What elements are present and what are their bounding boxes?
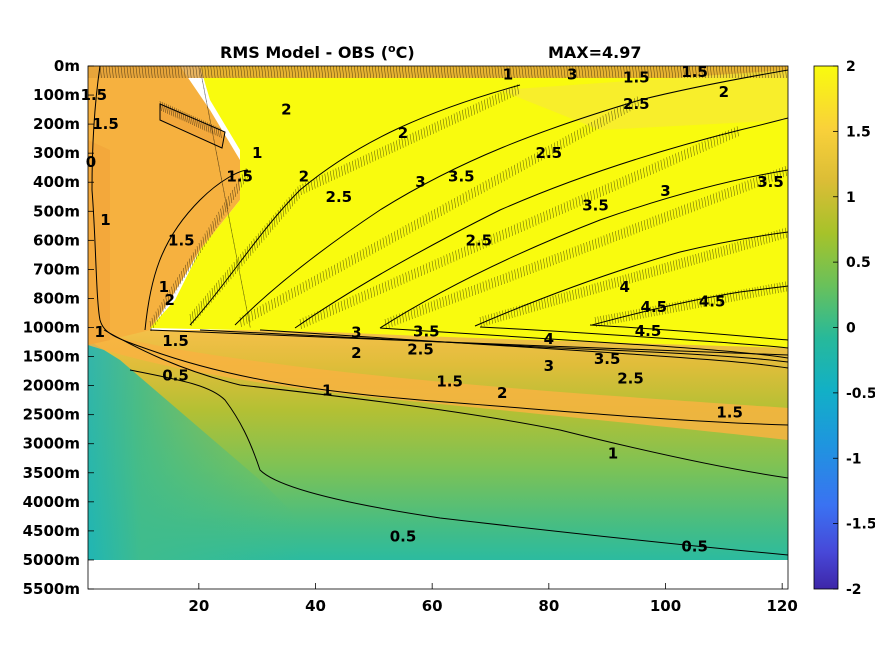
y-tick-label: 600m xyxy=(33,231,80,249)
contour-label: 2.5 xyxy=(623,95,650,113)
contour-label: 2 xyxy=(299,167,309,185)
x-axis: 20 40 60 80 100 120 xyxy=(188,583,798,615)
y-axis: 0m 100m 200m 300m 400m 500m 600m 700m 800m 1000m 1… xyxy=(23,57,94,598)
x-tick-label: 100 xyxy=(650,597,681,615)
contour-label: 1 xyxy=(100,211,110,229)
contour-label: 2 xyxy=(281,101,291,119)
contour-label: 3.5 xyxy=(757,173,784,191)
contour-label: 1 xyxy=(503,66,513,84)
colorbar-tick-label: 0.5 xyxy=(846,255,871,271)
contour-1.5 xyxy=(91,189,788,426)
contour-label: 3 xyxy=(567,66,577,84)
contour-label: 3.5 xyxy=(413,323,440,341)
contour-label: 4.5 xyxy=(641,298,668,316)
chart-title: RMS Model - OBS (oC) xyxy=(220,42,415,62)
contour-label: 3.5 xyxy=(582,196,609,214)
colorbar-tick-label: -1.5 xyxy=(846,517,875,533)
y-tick-label: 100m xyxy=(33,86,80,104)
contour-labels: 1 1.50.51 1.522.53.534 4.53 3.52 2.51.510.50.… xyxy=(81,63,784,556)
x-tick-label: 120 xyxy=(767,597,798,615)
chart-max-label: MAX=4.97 xyxy=(548,43,642,62)
contour-lines xyxy=(91,66,788,556)
contour-hatching xyxy=(99,66,788,332)
contour-label: 1.5 xyxy=(623,69,650,87)
contour-2.5 xyxy=(199,329,788,363)
y-tick-label: 5000m xyxy=(23,551,80,569)
colorbar-tick-label: 2 xyxy=(846,59,856,75)
y-tick-label: 1500m xyxy=(23,348,80,366)
colorbar-tick-label: 0 xyxy=(846,321,856,337)
colorbar-tick-label: -1 xyxy=(846,451,862,467)
contour-label: 3.5 xyxy=(448,167,475,185)
y-tick-label: 3500m xyxy=(23,464,80,482)
contour-0.5 xyxy=(129,369,788,556)
contour-label: 1.5 xyxy=(168,231,195,249)
contour-label: 3 xyxy=(544,357,554,375)
colorbar-tick-label: 1.5 xyxy=(846,124,871,140)
contour-label: 1 xyxy=(608,445,618,463)
contour-label: 1.5 xyxy=(716,403,743,421)
y-tick-label: 5500m xyxy=(23,580,80,598)
contour-label: 3 xyxy=(351,324,361,342)
contour-label: 1.5 xyxy=(681,63,708,81)
contour-label: 1 xyxy=(94,323,104,341)
y-tick-label: 3000m xyxy=(23,435,80,453)
colorbar-tick-label: 1 xyxy=(846,190,856,206)
contour-label: 0.5 xyxy=(390,528,417,546)
y-tick-label: 4000m xyxy=(23,493,80,511)
contour-label: 1.5 xyxy=(92,115,119,133)
contour-label: 0 xyxy=(86,153,96,171)
y-tick-label: 800m xyxy=(33,289,80,307)
contour-label: 2 xyxy=(497,384,507,402)
contour-label: 1 xyxy=(159,278,169,296)
contour-label: 2.5 xyxy=(617,370,644,388)
contour-label: 2.5 xyxy=(326,188,353,206)
x-tick-label: 80 xyxy=(538,597,559,615)
contour-label: 2 xyxy=(398,124,408,142)
contour-label: 2.5 xyxy=(407,341,434,359)
y-tick-label: 300m xyxy=(33,144,80,162)
y-tick-label: 500m xyxy=(33,202,80,220)
contour-label: 4.5 xyxy=(635,322,662,340)
contour-label: 2 xyxy=(164,291,174,309)
contour-4.5 xyxy=(589,324,788,341)
contour-1 xyxy=(103,329,788,479)
contour-label: 4.5 xyxy=(699,292,726,310)
contour-2 xyxy=(149,329,788,356)
contour-label: 1 xyxy=(252,144,262,162)
y-tick-label: 2500m xyxy=(23,406,80,424)
contour-label: 2 xyxy=(351,344,361,362)
contour-label: 1 xyxy=(322,381,332,399)
colorbar-tick-label: -0.5 xyxy=(846,386,875,402)
y-tick-label: 4500m xyxy=(23,522,80,540)
contour-label: 3.5 xyxy=(594,350,621,368)
x-tick-label: 20 xyxy=(188,597,209,615)
colorbar-tick-label: -2 xyxy=(846,582,862,598)
x-tick-label: 60 xyxy=(422,597,443,615)
y-tick-label: 0m xyxy=(54,57,80,75)
contour-label: 4 xyxy=(619,278,629,296)
contour-label: 3 xyxy=(660,182,670,200)
contour-label: 2.5 xyxy=(536,144,563,162)
contour-3 xyxy=(259,329,788,369)
contour-label: 0.5 xyxy=(681,538,708,556)
y-tick-label: 400m xyxy=(33,173,80,191)
contour-label: 0.5 xyxy=(162,367,189,385)
contour-label: 4 xyxy=(544,330,554,348)
contour-3.5 xyxy=(379,327,788,359)
y-tick-label: 200m xyxy=(33,115,80,133)
contour-label: 1.5 xyxy=(436,373,463,391)
y-tick-label: 1000m xyxy=(23,319,80,337)
contour-label: 2.5 xyxy=(466,231,493,249)
y-tick-label: 2000m xyxy=(23,377,80,395)
contour-label: 1.5 xyxy=(162,332,189,350)
contour-label: 1.5 xyxy=(226,167,253,185)
y-tick-label: 700m xyxy=(33,260,80,278)
contour-label: 2 xyxy=(719,83,729,101)
colorbar-axis: 2 1.5 1 0.5 0 -0.5 -1 -1.5 -2 xyxy=(833,59,875,598)
x-tick-label: 40 xyxy=(305,597,326,615)
contour-4 xyxy=(479,326,788,349)
contour-label: 3 xyxy=(415,173,425,191)
